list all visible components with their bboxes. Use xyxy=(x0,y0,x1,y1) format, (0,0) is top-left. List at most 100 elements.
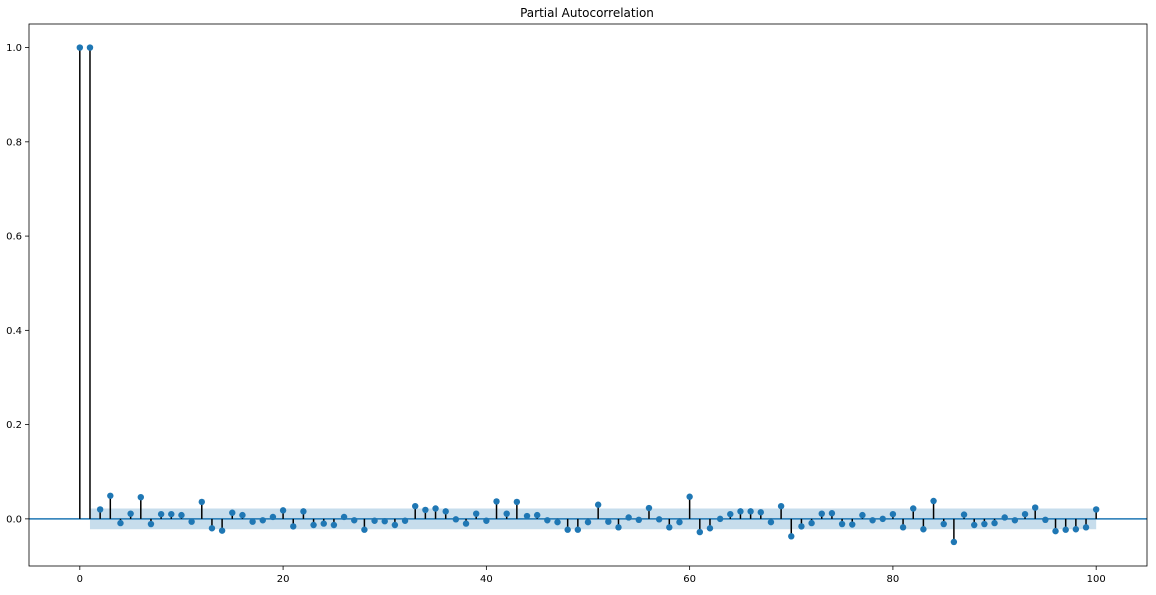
x-tick-label: 100 xyxy=(1087,574,1106,585)
x-tick-label: 80 xyxy=(887,574,900,585)
data-point xyxy=(655,516,663,523)
y-tick-label: 0.4 xyxy=(6,326,22,337)
data-point xyxy=(869,517,876,524)
y-tick-label: 0.8 xyxy=(6,137,22,148)
data-point xyxy=(178,511,185,519)
data-point xyxy=(676,518,683,526)
data-point xyxy=(564,526,571,533)
data-point xyxy=(239,511,246,519)
data-point xyxy=(574,526,582,533)
data-point xyxy=(320,520,327,527)
data-point xyxy=(96,506,104,513)
data-point xyxy=(401,517,409,524)
data-point xyxy=(950,538,958,546)
data-point xyxy=(330,521,338,529)
data-point xyxy=(1052,527,1059,535)
x-tick-label: 20 xyxy=(277,574,290,585)
y-tick-label: 0.2 xyxy=(6,420,22,431)
y-tick-label: 0.0 xyxy=(6,514,22,525)
data-point xyxy=(249,518,256,525)
data-point xyxy=(340,513,348,521)
data-point xyxy=(645,504,653,512)
data-point xyxy=(544,517,551,524)
data-point xyxy=(269,513,277,521)
data-point xyxy=(493,498,500,505)
plot-area xyxy=(28,23,1148,567)
data-point xyxy=(290,523,297,530)
data-point xyxy=(706,525,714,532)
data-point xyxy=(483,517,490,524)
data-point xyxy=(584,518,592,526)
data-point xyxy=(940,520,947,528)
data-point xyxy=(767,518,775,526)
data-point xyxy=(605,518,612,525)
data-point xyxy=(208,525,216,532)
data-point xyxy=(981,520,988,528)
x-tick-label: 0 xyxy=(77,574,83,585)
data-point xyxy=(351,517,358,524)
data-point xyxy=(533,511,541,519)
data-point xyxy=(716,515,724,523)
data-point xyxy=(971,521,978,529)
data-point xyxy=(554,518,561,526)
data-point xyxy=(930,497,937,505)
data-point xyxy=(1042,516,1049,524)
data-point xyxy=(218,527,226,534)
data-point xyxy=(920,526,927,533)
data-point xyxy=(899,524,907,531)
data-point xyxy=(361,526,368,533)
data-point xyxy=(137,493,144,501)
data-point xyxy=(473,510,480,517)
data-point xyxy=(422,506,429,514)
data-point xyxy=(798,523,805,530)
data-point xyxy=(168,510,175,518)
data-point xyxy=(229,509,236,516)
data-point xyxy=(757,509,764,516)
axes-frame xyxy=(28,23,1148,567)
data-point xyxy=(279,507,287,514)
data-point xyxy=(391,521,399,529)
data-point xyxy=(86,44,94,51)
data-point xyxy=(76,44,84,51)
data-point xyxy=(107,492,114,499)
data-point xyxy=(828,510,836,517)
data-point xyxy=(462,520,470,527)
data-point xyxy=(1092,506,1100,513)
data-point xyxy=(259,517,266,524)
data-point xyxy=(412,502,419,510)
data-point xyxy=(838,520,846,528)
data-point xyxy=(727,510,734,518)
data-point xyxy=(777,502,785,510)
data-point xyxy=(1082,524,1090,531)
x-tick-label: 60 xyxy=(683,574,696,585)
data-point xyxy=(696,528,703,536)
data-point xyxy=(310,521,317,529)
data-point xyxy=(503,510,510,517)
data-point xyxy=(147,520,155,528)
data-point xyxy=(452,516,460,523)
data-point xyxy=(1001,514,1008,521)
data-point xyxy=(513,498,521,506)
data-point xyxy=(594,501,602,508)
data-point xyxy=(686,493,693,500)
data-point xyxy=(198,498,205,506)
data-point xyxy=(127,510,134,517)
data-point xyxy=(1072,526,1080,533)
data-point xyxy=(859,511,866,519)
data-point xyxy=(1032,504,1039,511)
data-point xyxy=(808,519,815,527)
data-point xyxy=(889,510,897,518)
data-point xyxy=(442,508,449,515)
data-point xyxy=(615,524,622,531)
data-point xyxy=(157,510,165,518)
data-point xyxy=(188,518,195,525)
data-point xyxy=(635,516,643,524)
data-point xyxy=(625,514,632,521)
data-point xyxy=(1062,526,1069,533)
chart-title: Partial Autocorrelation xyxy=(520,6,654,20)
data-point xyxy=(747,508,754,515)
data-point xyxy=(849,521,856,528)
data-point xyxy=(1011,517,1019,524)
